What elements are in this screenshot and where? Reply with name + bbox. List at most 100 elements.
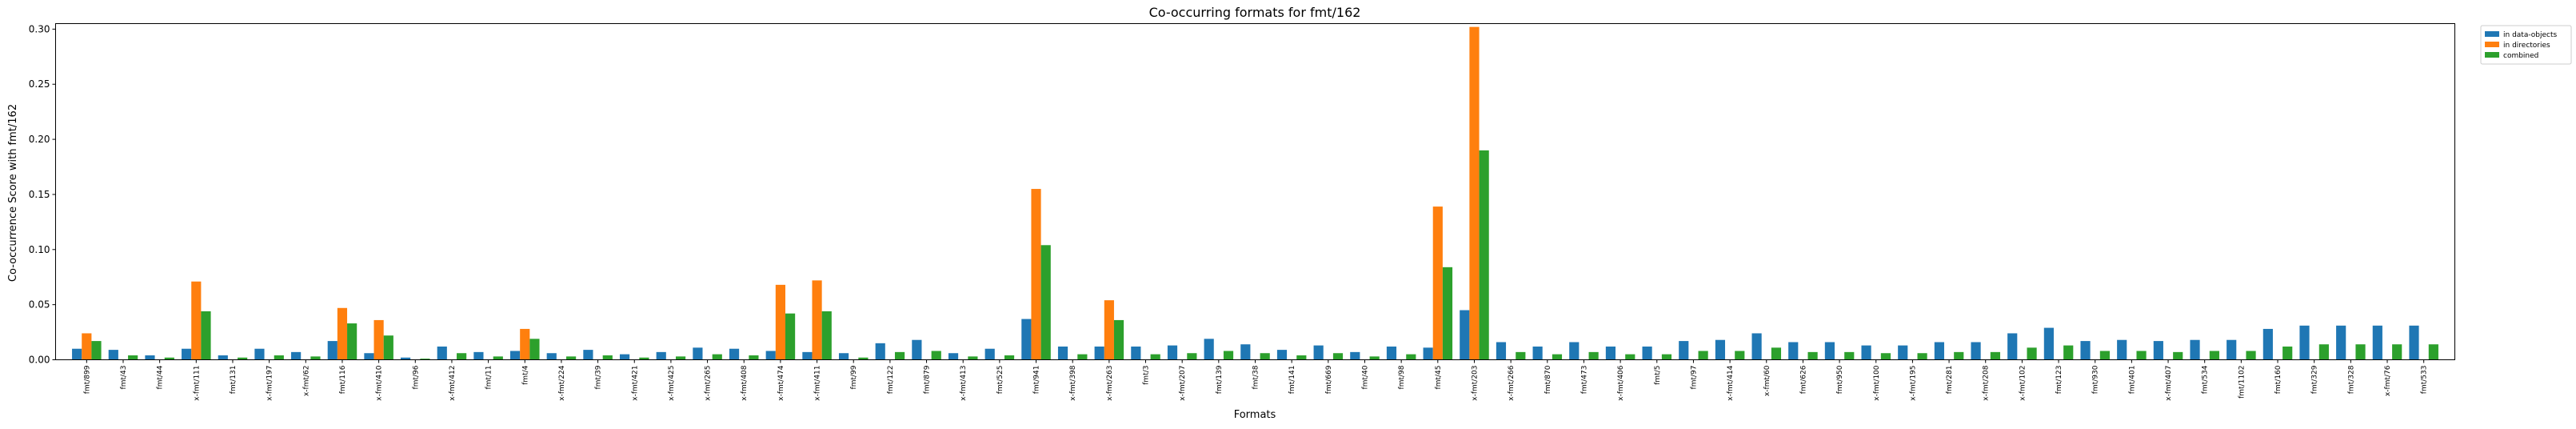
- bar-in-data-objects-fmt/473: [1569, 342, 1580, 360]
- bar-in-data-objects-x-fmt/102: [2007, 333, 2018, 360]
- bar-in-data-objects-x-fmt/224: [546, 353, 557, 360]
- bar-in-data-objects-fmt/96: [401, 357, 411, 360]
- bar-in-data-objects-x-fmt/62: [291, 351, 302, 360]
- bar-in-data-objects-x-fmt/195: [1898, 345, 1908, 360]
- bar-combined-fmt/941: [1040, 245, 1051, 360]
- bar-combined-fmt/44: [164, 357, 174, 360]
- bar-in-data-objects-x-fmt/412: [437, 346, 447, 360]
- x-tick-label: x-fmt/421: [631, 366, 639, 401]
- bar-in-data-objects-x-fmt/425: [656, 351, 666, 360]
- bar-combined-fmt/899: [91, 341, 102, 360]
- bar-in-data-objects-fmt/40: [1350, 351, 1360, 360]
- bar-combined-x-fmt/425: [676, 356, 686, 360]
- bar-combined-fmt/123: [2063, 345, 2074, 360]
- bar-in-data-objects-x-fmt/197: [254, 348, 265, 360]
- x-ticks: fmt/899 fmt/43 fmt/44 x-fmt/111 fmt/131 x-fmt…: [83, 359, 2429, 401]
- x-axis-label: Formats: [1234, 409, 1276, 421]
- x-tick-label: fmt/1102: [2238, 366, 2246, 399]
- bar-in-directories-fmt/899: [82, 333, 92, 360]
- bar-combined-x-fmt/76: [2392, 344, 2402, 360]
- bar-combined-x-fmt/410: [383, 335, 393, 360]
- bar-in-data-objects-fmt/99: [838, 353, 849, 360]
- bar-in-data-objects-fmt/626: [1788, 342, 1799, 360]
- bar-combined-fmt/97: [1698, 351, 1708, 360]
- bar-in-data-objects-fmt/123: [2043, 327, 2054, 360]
- bar-in-data-objects-fmt/1102: [2227, 339, 2237, 360]
- bar-combined-fmt/950: [1844, 351, 1855, 360]
- x-tick-label: x-fmt/266: [1508, 365, 1516, 401]
- bar-in-data-objects-fmt/281: [1934, 342, 1944, 360]
- bar-combined-fmt/38: [1260, 353, 1270, 360]
- x-tick-label: fmt/941: [1033, 366, 1041, 395]
- bar-in-data-objects-fmt/941: [1021, 319, 1032, 360]
- bar-in-data-objects-x-fmt/408: [729, 348, 740, 360]
- x-tick-label: x-fmt/100: [1873, 365, 1881, 401]
- legend-swatch: [2485, 31, 2499, 37]
- bar-combined-fmt/930: [2099, 351, 2110, 360]
- x-tick-label: fmt/4: [521, 365, 529, 384]
- bar-in-data-objects-fmt/139: [1204, 339, 1214, 360]
- x-tick-label: fmt/44: [157, 365, 165, 389]
- x-tick-label: fmt/930: [2092, 365, 2100, 394]
- bar-in-data-objects-fmt/97: [1679, 341, 1689, 360]
- x-tick-label: fmt/38: [1252, 365, 1260, 389]
- bar-combined-fmt/525: [1004, 355, 1015, 360]
- x-tick-label: x-fmt/76: [2384, 365, 2392, 396]
- x-tick-label: fmt/160: [2274, 365, 2282, 394]
- bar-combined-fmt/43: [128, 355, 138, 360]
- x-tick-label: fmt/131: [230, 366, 238, 395]
- bar-combined-fmt/131: [238, 357, 248, 360]
- x-tick-label: x-fmt/412: [449, 366, 457, 401]
- y-tick-label: 0.25: [29, 78, 50, 90]
- bar-combined-fmt/4: [529, 339, 540, 360]
- bar-in-directories-fmt/45: [1432, 206, 1443, 360]
- bar-in-data-objects-fmt/533: [2409, 325, 2419, 360]
- y-tick-label: 0.00: [29, 355, 50, 366]
- bar-in-data-objects-x-fmt/411: [802, 351, 813, 360]
- bar-combined-fmt/879: [931, 351, 941, 360]
- bar-in-directories-fmt/4: [520, 328, 530, 360]
- x-tick-label: x-fmt/425: [668, 366, 676, 401]
- bar-in-data-objects-fmt/45: [1423, 347, 1433, 360]
- bar-in-data-objects-fmt/329: [2299, 325, 2310, 360]
- x-tick-label: fmt/870: [1544, 365, 1552, 394]
- x-tick-label: x-fmt/398: [1069, 365, 1077, 401]
- bar-in-data-objects-fmt/44: [145, 355, 155, 360]
- bar-combined-x-fmt/111: [201, 311, 211, 360]
- bar-in-data-objects-x-fmt/208: [1971, 342, 1981, 360]
- bar-combined-x-fmt/474: [785, 313, 796, 360]
- x-tick-label: fmt/39: [595, 365, 603, 389]
- bar-in-data-objects-fmt/38: [1240, 344, 1251, 360]
- bar-in-directories-x-fmt/410: [373, 319, 384, 360]
- bar-in-data-objects-fmt/534: [2190, 339, 2200, 360]
- y-axis-label: Co-occurrence Score with fmt/162: [7, 104, 19, 282]
- bar-in-directories-x-fmt/474: [775, 284, 785, 360]
- x-tick-label: x-fmt/406: [1617, 365, 1625, 401]
- x-tick-label: fmt/141: [1288, 366, 1296, 395]
- bar-in-data-objects-fmt/930: [2080, 341, 2091, 360]
- x-tick-label: x-fmt/408: [741, 365, 749, 401]
- bar-in-directories-x-fmt/111: [191, 281, 202, 360]
- bar-in-data-objects-x-fmt/263: [1094, 346, 1104, 360]
- y-ticks: 0.00 0.05 0.10 0.15 0.20 0.25 0.30: [29, 23, 56, 366]
- bar-combined-x-fmt/195: [1917, 353, 1927, 360]
- bar-in-data-objects-x-fmt/398: [1057, 346, 1068, 360]
- bar-in-data-objects-x-fmt/265: [693, 347, 703, 360]
- bar-in-directories-x-fmt/411: [812, 280, 822, 360]
- bar-combined-fmt/401: [2136, 351, 2147, 360]
- bar-in-data-objects-fmt/131: [218, 355, 228, 360]
- legend-swatch: [2485, 52, 2499, 58]
- bar-combined-fmt/122: [894, 351, 905, 360]
- bar-combined-x-fmt/421: [639, 357, 649, 360]
- x-tick-label: fmt/669: [1325, 365, 1333, 394]
- bar-in-data-objects-x-fmt/60: [1751, 333, 1762, 360]
- bars-layer: [72, 26, 2438, 360]
- x-tick-label: fmt/98: [1398, 365, 1406, 389]
- x-tick-label: fmt/99: [850, 365, 858, 389]
- bar-combined-x-fmt/197: [274, 355, 284, 360]
- bar-combined-x-fmt/413: [968, 356, 978, 360]
- x-tick-label: x-fmt/407: [2165, 366, 2173, 401]
- plot-area-frame: [55, 23, 2455, 360]
- x-tick-label: fmt/534: [2202, 365, 2210, 394]
- bar-in-data-objects-fmt/160: [2262, 328, 2273, 360]
